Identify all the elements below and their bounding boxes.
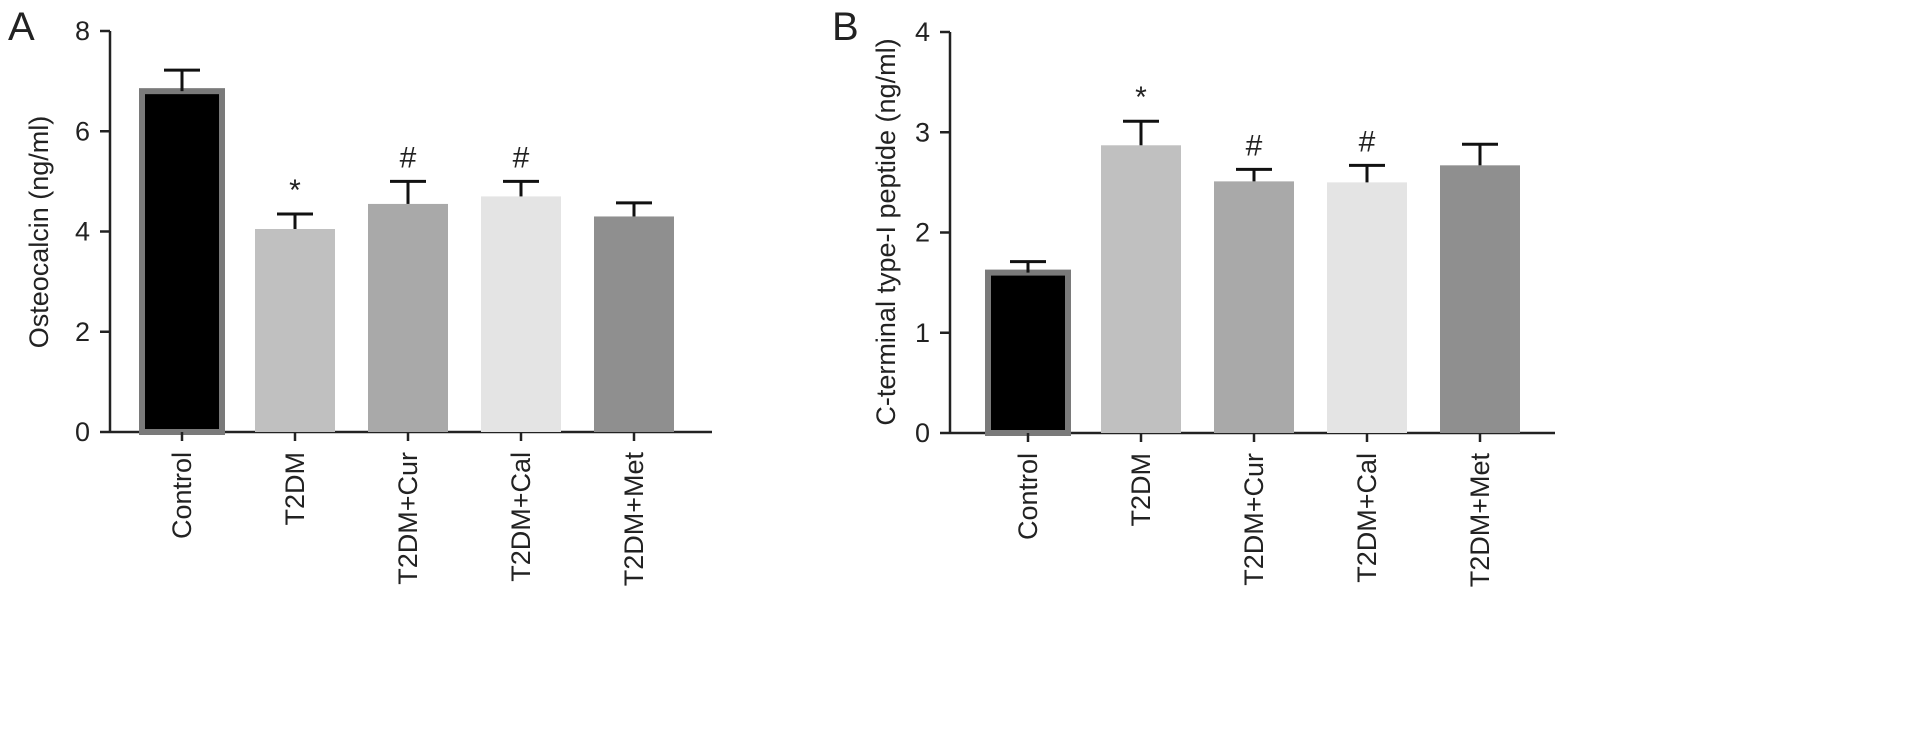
significance-label: *	[1135, 81, 1147, 114]
y-tick-label: 1	[915, 318, 930, 348]
significance-label: #	[513, 141, 530, 174]
y-tick-label: 4	[915, 17, 930, 47]
x-tick-label: T2DM	[1126, 453, 1156, 527]
bar	[368, 203, 448, 432]
x-tick-label: Control	[1013, 453, 1043, 540]
bar	[985, 269, 1071, 436]
x-tick-label: T2DM+Cal	[506, 452, 536, 582]
significance-label: *	[289, 174, 301, 207]
y-tick-label: 2	[75, 317, 90, 347]
x-tick-label: T2DM+Met	[1465, 453, 1495, 588]
bar	[1101, 145, 1181, 433]
x-tick-label: T2DM	[280, 452, 310, 526]
panel-b: B 0 1 2 3 4 C-terminal type-I peptide (ng/ml) C…	[832, 5, 1555, 587]
x-tick-label: T2DM+Cal	[1352, 453, 1382, 583]
bar	[139, 88, 225, 436]
y-tick-label: 2	[915, 218, 930, 248]
y-tick-label: 8	[75, 16, 90, 46]
y-tick-label: 6	[75, 116, 90, 146]
significance-label: #	[400, 141, 417, 174]
significance-label: #	[1359, 125, 1376, 158]
x-tick-label: T2DM+Cur	[1239, 453, 1269, 586]
bar	[1327, 182, 1407, 433]
y-tick-label: 4	[75, 217, 90, 247]
y-axis-title: Osteocalcin (ng/ml)	[24, 116, 54, 349]
y-axis-title: C-terminal type-I peptide (ng/ml)	[871, 38, 901, 425]
panel-a: A 0 2 4 6 8 Osteocalcin (ng/ml) Control * T2DM # T2…	[8, 5, 712, 586]
significance-label: #	[1246, 129, 1263, 162]
x-tick-label: Control	[167, 452, 197, 539]
panel-letter: B	[832, 5, 859, 49]
x-tick-label: T2DM+Met	[619, 452, 649, 587]
bar	[255, 228, 335, 432]
x-tick-label: T2DM+Cur	[393, 452, 423, 585]
y-tick-label: 0	[915, 418, 930, 448]
bar	[594, 216, 674, 432]
bar	[1214, 181, 1294, 433]
bar	[481, 196, 561, 432]
y-tick-label: 3	[915, 117, 930, 147]
y-tick-label: 0	[75, 417, 90, 447]
bar	[1440, 165, 1520, 433]
panel-letter: A	[8, 5, 35, 49]
